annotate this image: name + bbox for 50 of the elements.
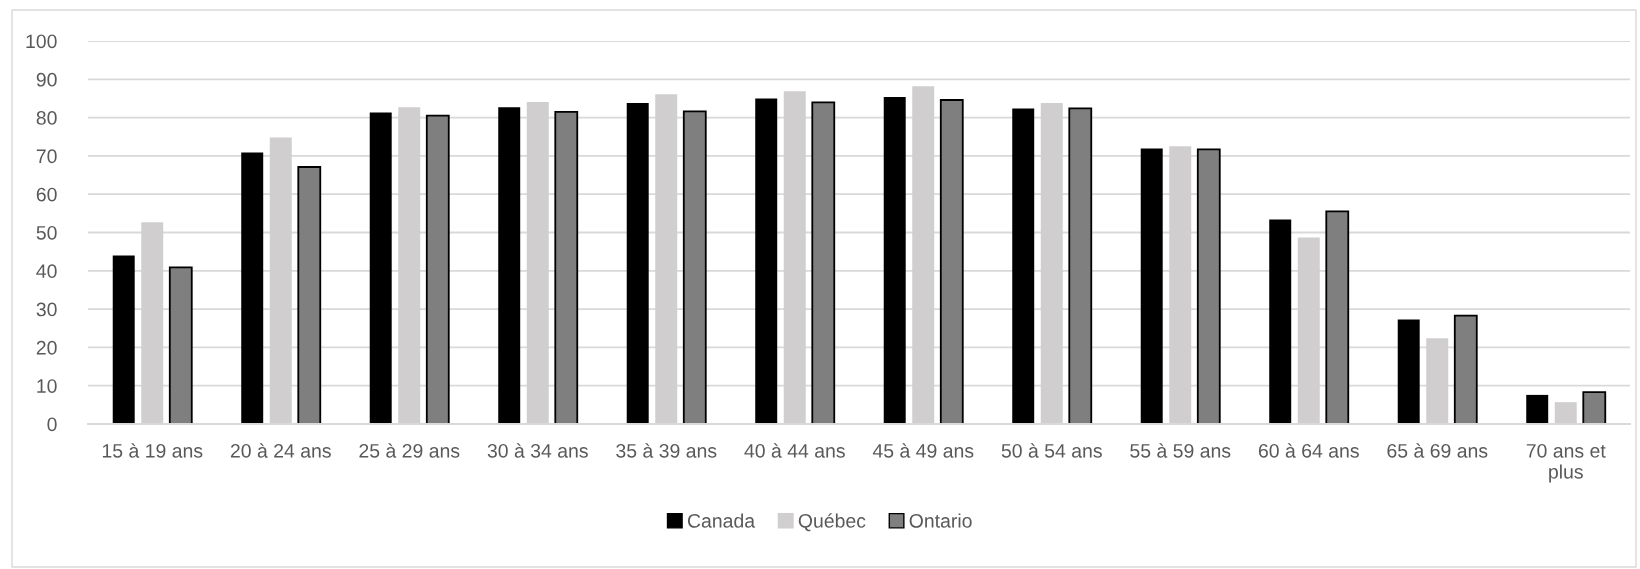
bar: [1196, 148, 1221, 424]
y-tick-label: 60: [36, 187, 57, 202]
x-tick-label: 20 à 24 ans: [230, 443, 331, 458]
x-tick-label: 60 à 64 ans: [1258, 443, 1359, 458]
x-tick-label: 25 à 29 ans: [359, 443, 460, 458]
y-tick-label: 0: [47, 417, 57, 432]
x-tick-label: 70 ans et plus: [1526, 443, 1606, 483]
y-tick-label: 30: [36, 302, 57, 317]
x-tick-label: 15 à 19 ans: [102, 443, 203, 458]
y-tick-label: 80: [36, 111, 57, 125]
bar: [811, 101, 836, 424]
bar: [1068, 107, 1093, 424]
bar: [554, 110, 579, 424]
bar: [425, 114, 450, 424]
bar: [1325, 210, 1350, 424]
bar: [241, 152, 264, 424]
bar: [168, 266, 193, 424]
y-tick-label: 20: [36, 340, 57, 355]
x-tick-label: 35 à 39 ans: [616, 443, 717, 458]
bar: [1140, 148, 1163, 424]
x-tick-label: 45 à 49 ans: [872, 443, 974, 458]
legend-label: Ontario: [909, 513, 972, 528]
bar: [755, 98, 778, 424]
x-tick-label: 65 à 69 ans: [1387, 443, 1488, 458]
legend-label: Québec: [798, 513, 866, 532]
bar: [369, 112, 392, 424]
y-tick-label: 100: [26, 34, 57, 49]
bar: [1012, 108, 1035, 424]
bar: [498, 107, 521, 424]
bar: [1453, 314, 1478, 424]
x-tick-label: 30 à 34 ans: [487, 443, 588, 458]
x-tick-label: 50 à 54 ans: [1001, 443, 1102, 458]
y-tick-label: 90: [36, 72, 57, 87]
bar: [883, 96, 906, 424]
x-tick-label: 40 à 44 ans: [744, 443, 845, 458]
bar: [939, 99, 964, 424]
y-tick-label: 10: [37, 379, 57, 393]
bar: [1269, 219, 1292, 424]
x-tick-label: 55 à 59 ans: [1130, 443, 1231, 458]
y-tick-label: 70: [36, 149, 57, 164]
legend-label: Canada: [687, 513, 756, 528]
y-tick-label: 50: [36, 225, 57, 240]
bar: [626, 103, 649, 424]
bar: [112, 255, 135, 424]
bar: [1582, 391, 1607, 424]
y-tick-label: 40: [36, 264, 57, 279]
bar: [297, 166, 322, 424]
bar: [1397, 319, 1420, 424]
bar: [1526, 394, 1549, 424]
bar: [682, 110, 707, 424]
